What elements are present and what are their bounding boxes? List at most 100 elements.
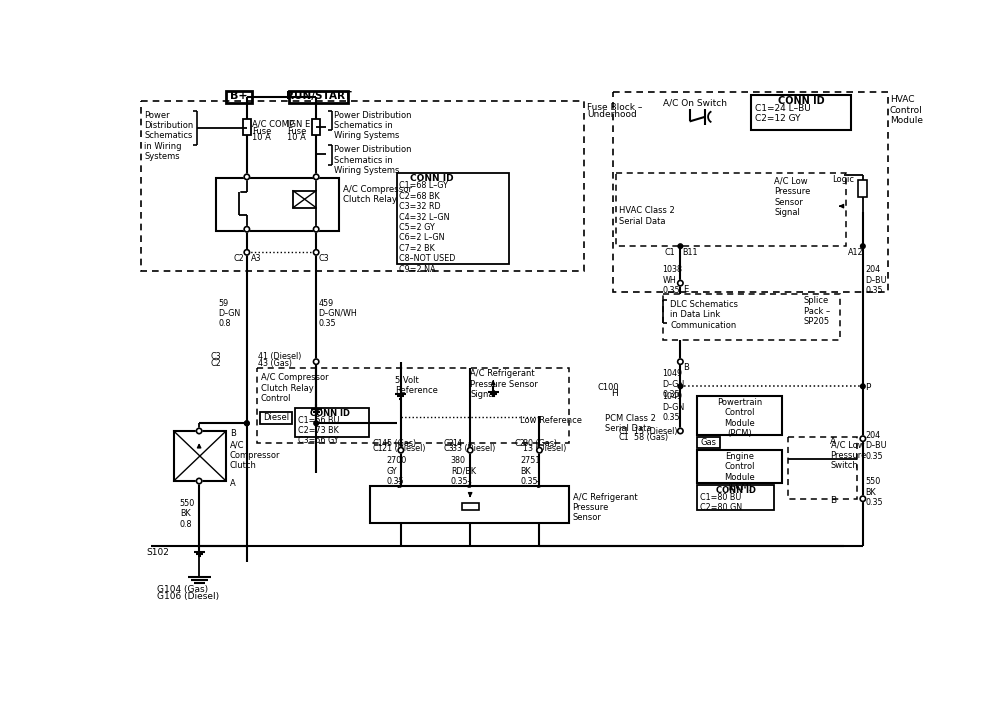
Text: 550
BK
0.35: 550 BK 0.35 [865, 477, 883, 507]
Text: 3: 3 [466, 481, 471, 490]
Text: 13 (Diesel): 13 (Diesel) [523, 444, 566, 453]
Bar [312, 119, 320, 134]
Text: 10 A: 10 A [252, 133, 271, 142]
Text: C3: C3 [318, 254, 329, 263]
Text: E: E [683, 284, 689, 294]
Text: A/C Compressor
Clutch Relay: A/C Compressor Clutch Relay [343, 184, 412, 204]
Bar [788, 437, 857, 498]
Text: Diesel: Diesel [263, 413, 289, 422]
Text: CONN ID: CONN ID [716, 486, 756, 495]
Text: A/C Compressor
Clutch Relay
Control: A/C Compressor Clutch Relay Control [261, 373, 328, 403]
Circle shape [313, 227, 319, 232]
Text: 2700
GY
0.35: 2700 GY 0.35 [386, 456, 406, 486]
Bar [243, 119, 251, 134]
Text: Fuse: Fuse [252, 127, 272, 136]
Text: IGN E: IGN E [287, 120, 310, 129]
Text: Power Distribution
Schematics in
Wiring Systems: Power Distribution Schematics in Wiring … [334, 111, 411, 141]
Text: A/C
Compressor
Clutch: A/C Compressor Clutch [230, 440, 280, 470]
Text: C1: C1 [665, 248, 676, 257]
Text: 550
BK
0.8: 550 BK 0.8 [180, 498, 195, 529]
Circle shape [245, 421, 249, 426]
Text: 10 A: 10 A [287, 133, 306, 142]
Text: C1=24 L–BU
C2=12 GY: C1=24 L–BU C2=12 GY [755, 103, 811, 123]
Text: Underhood: Underhood [587, 110, 637, 119]
Bar [293, 191, 316, 208]
Circle shape [678, 359, 683, 365]
Bar [174, 431, 226, 481]
Text: 204
D–BU
0.35: 204 D–BU 0.35 [865, 265, 887, 295]
Text: C3: C3 [443, 444, 454, 453]
Bar [613, 92, 888, 292]
Text: A: A [830, 437, 836, 446]
Circle shape [313, 250, 319, 255]
Circle shape [244, 250, 250, 255]
Text: Powertrain
Control
Module
(PCM): Powertrain Control Module (PCM) [717, 398, 762, 438]
Text: 58 (Gas): 58 (Gas) [634, 432, 668, 441]
Circle shape [860, 436, 866, 441]
Text: 14: 14 [452, 439, 462, 448]
Text: 204
D–BU
0.35: 204 D–BU 0.35 [865, 431, 887, 461]
Text: H: H [611, 389, 618, 398]
Text: Splice
Pack –
SP205: Splice Pack – SP205 [804, 296, 830, 326]
Bar [226, 91, 252, 103]
Text: 2751
BK
0.35: 2751 BK 0.35 [520, 456, 541, 486]
Bar [216, 178, 339, 231]
Circle shape [467, 448, 473, 453]
Text: A/C Low
Pressure
Switch: A/C Low Pressure Switch [831, 440, 867, 470]
Bar [370, 486, 569, 523]
Text: A: A [230, 479, 236, 489]
Text: 5 Volt
Reference: 5 Volt Reference [395, 375, 438, 395]
Text: A12: A12 [848, 248, 864, 257]
Text: DLC Schematics
in Data Link
Communication: DLC Schematics in Data Link Communicatio… [670, 300, 738, 330]
Text: 21 (Diesel): 21 (Diesel) [382, 444, 425, 453]
Text: 45 (Gas): 45 (Gas) [382, 439, 416, 448]
Text: 1049
D–GN
0.35: 1049 D–GN 0.35 [663, 370, 685, 399]
Text: A/C On Switch: A/C On Switch [663, 99, 727, 107]
Circle shape [196, 428, 202, 434]
Bar [397, 173, 509, 264]
Text: 43 (Gas): 43 (Gas) [258, 358, 292, 367]
Text: 80 (Gas): 80 (Gas) [523, 439, 557, 448]
Bar [697, 485, 774, 510]
Text: HVAC Class 2
Serial Data: HVAC Class 2 Serial Data [619, 206, 675, 225]
Text: C2: C2 [514, 439, 525, 448]
Circle shape [313, 174, 319, 180]
Text: C2: C2 [234, 254, 245, 263]
Text: G106 (Diesel): G106 (Diesel) [157, 592, 219, 601]
Text: 1: 1 [535, 481, 540, 490]
Bar [663, 294, 840, 340]
Text: 33 (Diesel): 33 (Diesel) [452, 444, 495, 453]
Text: CONN ID: CONN ID [310, 408, 350, 417]
Bar [257, 367, 569, 444]
Circle shape [861, 244, 865, 249]
Text: P: P [865, 383, 871, 392]
Text: C1=56 BU
C2=73 BK
C3=56 GY: C1=56 BU C2=73 BK C3=56 GY [298, 415, 339, 446]
Text: C2: C2 [443, 439, 454, 448]
Text: B: B [830, 496, 836, 505]
Text: B: B [230, 429, 236, 439]
Bar [616, 173, 846, 246]
Circle shape [537, 448, 542, 453]
Text: Gas: Gas [701, 438, 717, 447]
Text: B+: B+ [230, 92, 248, 101]
Text: A3: A3 [251, 254, 261, 263]
Text: CONN ID: CONN ID [410, 174, 453, 183]
Bar [141, 101, 584, 271]
Circle shape [244, 227, 250, 232]
Circle shape [678, 244, 683, 249]
Circle shape [678, 280, 683, 286]
Text: C100: C100 [597, 383, 619, 392]
Text: 2: 2 [397, 481, 402, 490]
Text: CONN ID: CONN ID [778, 96, 825, 106]
Bar [751, 95, 851, 130]
Text: C1: C1 [619, 432, 629, 441]
Text: Power Distribution
Schematics in
Wiring Systems: Power Distribution Schematics in Wiring … [334, 145, 411, 175]
Text: 15 (Diesel): 15 (Diesel) [634, 427, 678, 436]
Text: 380
RD/BK
0.35: 380 RD/BK 0.35 [451, 456, 476, 486]
Text: 59
D–GN
0.8: 59 D–GN 0.8 [218, 298, 241, 328]
Text: C1: C1 [619, 427, 629, 436]
Circle shape [196, 478, 202, 484]
Bar [697, 396, 782, 435]
Text: C1: C1 [372, 444, 383, 453]
Bar [697, 437, 720, 448]
